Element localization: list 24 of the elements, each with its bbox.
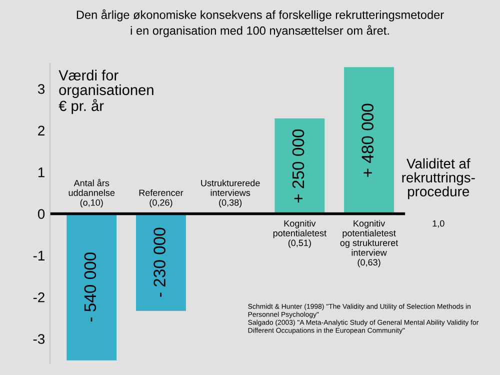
x-tick-label: 1,0 bbox=[432, 220, 444, 228]
y-tick-label: 1 bbox=[38, 168, 44, 178]
chart-title: Den årlige økonomiske konsekvens af forskellige rekrutteringsmetoder i en organisation med 100 nyansættelser om året. bbox=[76, 9, 444, 38]
bar bbox=[344, 67, 394, 214]
y-tick-label: -2 bbox=[33, 292, 44, 302]
annotation: + 480 000 bbox=[362, 104, 374, 177]
y-tick-label: -1 bbox=[33, 250, 44, 260]
bar bbox=[274, 118, 325, 214]
x-tick-label: Antal års uddannelse (o,10) bbox=[68, 178, 115, 208]
y-axis-title: Værdi for organisationen € pr. år bbox=[58, 70, 154, 114]
annotation: + 250 000 bbox=[292, 129, 304, 203]
bar bbox=[136, 214, 186, 311]
annotation: - 230 000 bbox=[154, 228, 166, 297]
y-tick-label: 2 bbox=[38, 126, 44, 136]
x-axis-title: Validitet af rekruttrings- procedure bbox=[402, 158, 475, 200]
x-tick-label: Kognitiv potentialetest og struktureret interview (0,63) bbox=[340, 220, 398, 268]
x-tick-label: Referencer (0,26) bbox=[139, 189, 184, 208]
y-tick-label: 3 bbox=[38, 84, 45, 94]
y-tick-label: 0 bbox=[38, 209, 45, 219]
y-tick-label: -3 bbox=[33, 334, 45, 344]
x-tick-label: Ustrukturerede interviews (0,38) bbox=[201, 180, 260, 208]
x-tick-label: Kognitiv potentialetest (0,51) bbox=[273, 220, 326, 248]
bar bbox=[66, 214, 117, 360]
annotation: - 540 000 bbox=[84, 252, 96, 322]
